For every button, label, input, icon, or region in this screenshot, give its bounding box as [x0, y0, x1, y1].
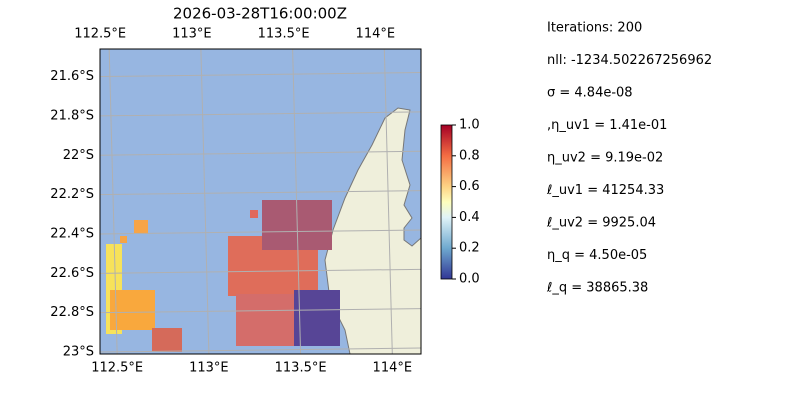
lon-tick-label: 112.5°E — [74, 27, 126, 42]
lat-tick-label: 22.6°S — [50, 266, 94, 281]
annotation: ℓ_q = 38865.38 — [546, 281, 648, 296]
field-cell — [294, 290, 340, 346]
tick-labels: 112.5°E 112.5°E 113°E 113°E 113.5°E 113.5°E 11… — [50, 27, 412, 376]
lat-tick-label: 22°S — [63, 148, 94, 163]
lon-tick-label: 112.5°E — [91, 361, 143, 376]
colorbar-tick-label: 0.8 — [459, 148, 480, 163]
grid-line — [100, 150, 421, 156]
lat-tick-label: 23°S — [63, 345, 94, 360]
annotation: nll: -1234.502267256962 — [547, 53, 712, 68]
field-cell — [120, 236, 127, 243]
grid-line — [100, 268, 421, 274]
field-cell — [110, 290, 155, 330]
annotation: Iterations: 200 — [547, 21, 642, 36]
lat-tick-label: 22.8°S — [50, 305, 94, 320]
lon-tick-label: 114°E — [356, 27, 396, 42]
lon-tick-label: 113.5°E — [275, 361, 327, 376]
grid-line — [100, 72, 421, 78]
colorbar-ticks: 0.0 0.2 0.4 0.6 0.8 1.0 — [452, 118, 480, 287]
colorbar-tick-label: 0.0 — [459, 272, 480, 287]
annotation: η_q = 4.50e-05 — [547, 248, 647, 263]
lon-tick-label: 114°E — [373, 361, 413, 376]
grid-line — [292, 49, 302, 354]
colorbar-tick-label: 1.0 — [459, 118, 480, 133]
map-title: 2026-03-28T16:00:00Z — [173, 5, 347, 23]
grid-line — [100, 229, 421, 235]
field-cell — [152, 328, 182, 352]
data-field — [106, 200, 340, 352]
map-area — [100, 49, 421, 354]
annotation: ℓ_uv1 = 41254.33 — [546, 183, 664, 198]
annotation: ,η_uv1 = 1.41e-01 — [547, 118, 667, 133]
grid-line — [100, 308, 421, 314]
lat-tick-label: 21.8°S — [50, 108, 94, 123]
lat-tick-label: 21.6°S — [50, 69, 94, 84]
grid-line — [108, 49, 118, 354]
grid-line — [100, 111, 421, 117]
colorbar — [440, 124, 453, 280]
field-cell — [250, 210, 258, 218]
colorbar-tick-label: 0.2 — [459, 241, 480, 256]
lat-tick-label: 22.4°S — [50, 226, 94, 241]
colorbar-tick-label: 0.6 — [459, 179, 480, 194]
grid-line — [383, 49, 393, 354]
grid-line — [100, 190, 421, 196]
annotation: ℓ_uv2 = 9925.04 — [546, 216, 656, 231]
lat-tick-label: 22.2°S — [50, 187, 94, 202]
lon-tick-label: 113°E — [189, 361, 229, 376]
grid-line — [100, 347, 421, 353]
field-cell — [236, 294, 296, 346]
lon-tick-label: 113.5°E — [258, 27, 310, 42]
lon-tick-label: 113°E — [172, 27, 212, 42]
field-cell — [134, 220, 148, 234]
map-frame — [99, 48, 422, 355]
annotation: σ = 4.84e-08 — [547, 86, 633, 101]
annotations: Iterations: 200 nll: -1234.502267256962 σ … — [546, 21, 712, 296]
grid — [100, 49, 421, 354]
annotation: η_uv2 = 9.19e-02 — [547, 151, 663, 166]
grid-line — [200, 49, 210, 354]
colorbar-tick-label: 0.4 — [459, 210, 480, 225]
